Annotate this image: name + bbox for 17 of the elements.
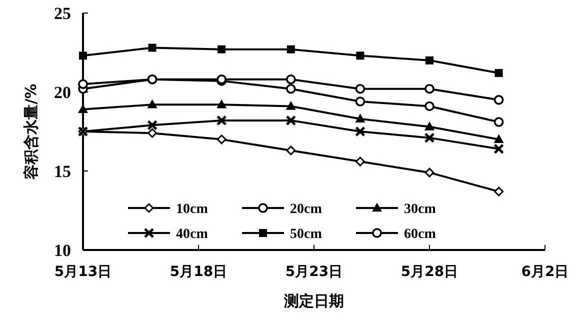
legend-label: 50cm <box>290 227 322 242</box>
y-tick-label: 15 <box>54 162 71 181</box>
legend-label: 10cm <box>176 202 208 217</box>
y-tick-label: 10 <box>54 241 71 260</box>
y-tick-label: 20 <box>54 83 71 102</box>
x-tick-label: 5月23日 <box>285 264 343 280</box>
x-axis-title: 测定日期 <box>283 292 344 310</box>
legend-label: 40cm <box>176 227 208 242</box>
x-tick-label: 6月2日 <box>521 264 569 280</box>
x-tick-label: 5月13日 <box>54 264 112 280</box>
y-tick-label: 25 <box>54 4 71 23</box>
x-tick-label: 5月28日 <box>400 264 458 280</box>
legend-label: 30cm <box>404 202 436 217</box>
y-axis-title: 容积含水量/% <box>22 84 40 180</box>
x-tick-label: 5月18日 <box>170 264 228 280</box>
legend-label: 20cm <box>290 202 322 217</box>
legend-label: 60cm <box>404 227 436 242</box>
